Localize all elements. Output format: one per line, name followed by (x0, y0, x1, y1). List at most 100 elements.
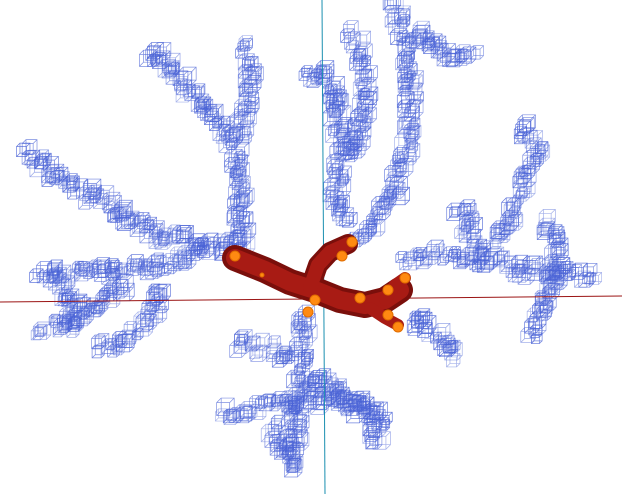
octree-cell (335, 207, 355, 226)
octree-cell (295, 394, 314, 414)
octree-cell (285, 456, 300, 471)
octree-cell (335, 378, 347, 390)
octree-cell (66, 310, 78, 323)
octree-cell (384, 13, 399, 28)
octree-cell (548, 272, 565, 289)
octree-cell (515, 165, 529, 179)
octree-cell (489, 238, 502, 250)
octree-cell (519, 117, 535, 133)
octree-cell (340, 28, 355, 43)
octree-cell (325, 185, 343, 203)
joint-marker (399, 272, 411, 284)
octree-cell (52, 264, 72, 284)
octree-cell (183, 250, 196, 262)
octree-cell (512, 194, 524, 207)
octree-cell (404, 70, 416, 83)
octree-cell (398, 56, 413, 71)
octree-cell (465, 216, 483, 234)
joint-marker (382, 284, 394, 296)
octree-cell (172, 70, 189, 87)
octree-cell (271, 425, 284, 438)
octree-cell (21, 150, 36, 165)
octree-cell (399, 84, 412, 97)
octree-cell (499, 217, 517, 235)
octree-cell (475, 245, 487, 258)
octree-cell (405, 70, 424, 89)
octree-cell (151, 264, 165, 278)
octree-cell (270, 414, 286, 430)
joint-marker (354, 292, 366, 304)
octree-cell (343, 394, 361, 412)
joint-marker (229, 250, 241, 262)
octree-cell (384, 0, 398, 10)
octree-cell (523, 156, 540, 174)
octree-cell (519, 182, 536, 198)
octree-cell (133, 311, 151, 329)
octree-cell (237, 69, 257, 89)
octree-cell (232, 228, 251, 247)
octree-cell (379, 191, 397, 209)
octree-cell (238, 35, 253, 50)
octree-cell (135, 313, 154, 332)
octree-cell (403, 51, 415, 63)
octree-cell (423, 37, 441, 54)
octree-cell (292, 414, 310, 432)
octree-cell (34, 324, 47, 337)
octree-cell (115, 262, 132, 279)
octree-cell (539, 300, 553, 314)
octree-cell (282, 351, 295, 365)
octree-cell (329, 92, 348, 112)
octree-cell (332, 194, 350, 212)
octree-cell (228, 407, 245, 423)
octree-cells (16, 0, 603, 478)
octree-cell (70, 293, 88, 311)
octree-cell (523, 129, 538, 145)
octree-cell (89, 188, 105, 203)
octree-cell (234, 189, 253, 209)
octree-cell (289, 414, 307, 432)
octree-cell (543, 275, 563, 295)
octree-cell (333, 202, 347, 216)
octree-cell (240, 222, 257, 239)
octree-cell (536, 304, 552, 321)
octree-cell (353, 115, 371, 133)
octree-cell (446, 48, 465, 68)
octree-cell (430, 331, 442, 344)
octree-cell (238, 107, 255, 125)
octree-cell (227, 206, 245, 224)
octree-cell (517, 114, 536, 133)
octree-cell (132, 215, 151, 234)
octree-cell (112, 282, 129, 299)
octree-cell (535, 141, 549, 154)
octree-cell (368, 419, 387, 438)
octree-cell (467, 235, 481, 249)
octree-cell (139, 224, 158, 244)
octree-cell (283, 429, 303, 448)
octree-cell (524, 130, 544, 149)
octree-cell (357, 126, 372, 141)
octree-cell (454, 49, 471, 66)
octree-cell (516, 187, 528, 200)
octree-cell (38, 152, 52, 166)
octree-cell (337, 174, 349, 186)
octree-cell (368, 219, 386, 237)
octree-cell (528, 316, 547, 336)
octree-cell (345, 149, 358, 163)
octree-cell (589, 272, 603, 285)
octree-cell (354, 68, 372, 86)
octree-cell (498, 231, 511, 243)
octree-cell (196, 243, 209, 256)
trunk-branch-body (303, 237, 355, 295)
octree-cell (235, 121, 255, 140)
octree-cell (550, 242, 566, 258)
octree-cell (115, 274, 134, 293)
joint-marker (392, 321, 404, 333)
octree-cell (150, 220, 165, 235)
octree-cell (513, 125, 527, 139)
octree-cell (414, 310, 430, 327)
octree-cell (70, 313, 85, 328)
octree-cell (239, 401, 257, 418)
octree-cell (549, 256, 561, 268)
octree-cell (457, 203, 471, 217)
